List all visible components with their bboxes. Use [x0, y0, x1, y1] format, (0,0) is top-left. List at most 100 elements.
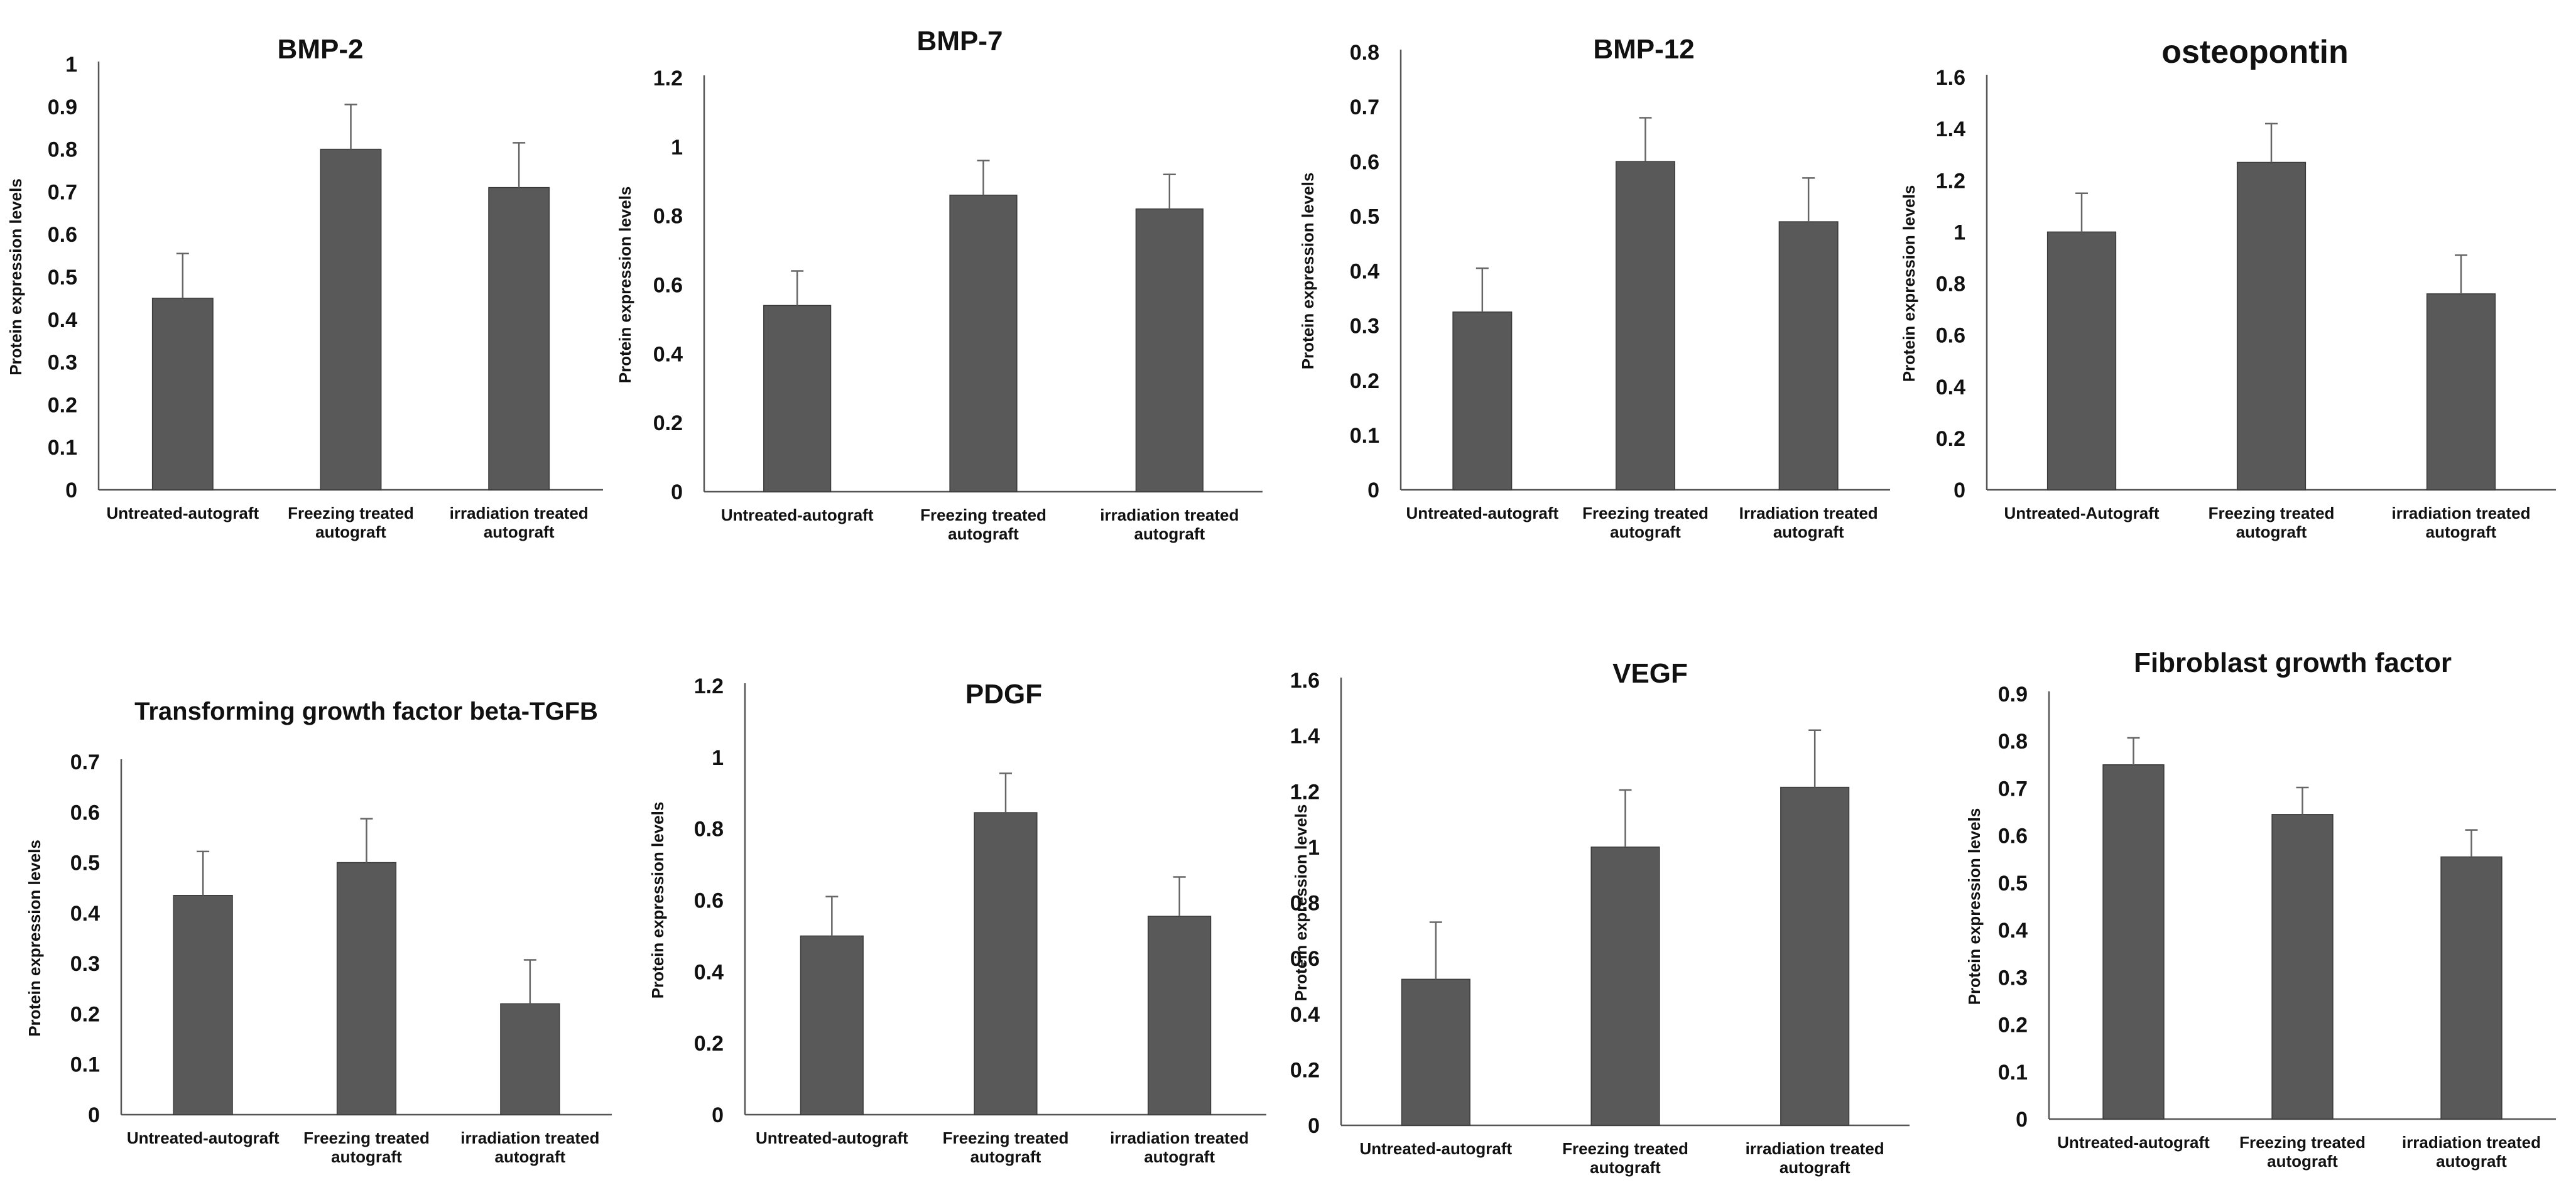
bar [173, 895, 233, 1115]
y-tick-label: 1 [1954, 220, 1965, 244]
bar [500, 1003, 560, 1115]
bar [2271, 814, 2334, 1120]
x-category-label: Untreated-autograft [1406, 504, 1558, 522]
chart-title: BMP-12 [1593, 34, 1694, 65]
chart-title: VEGF [1612, 658, 1688, 689]
y-axis-label: Protein expression levels [25, 840, 44, 1037]
x-category-label: Irradiation treated [1739, 504, 1878, 522]
bar [1590, 847, 1660, 1126]
y-axis-label: Protein expression levels [1899, 185, 1918, 382]
y-tick-label: 0.6 [1350, 150, 1379, 174]
bar [1616, 161, 1675, 490]
bar [2236, 161, 2307, 490]
y-tick-label: 1.2 [1936, 169, 1965, 193]
y-tick-label: 0.1 [48, 436, 77, 460]
y-tick-label: 0 [712, 1103, 724, 1127]
y-tick-label: 0.2 [48, 393, 77, 417]
y-tick-label: 0 [1367, 479, 1379, 502]
y-tick-label: 0.4 [1290, 1003, 1320, 1027]
chart-panel: Transforming growth factor beta-TGFB Prot… [25, 698, 612, 1166]
x-category-label: irradiation treated [2391, 504, 2530, 522]
y-tick-label: 1.4 [1290, 725, 1320, 749]
y-tick-label: 0.3 [1998, 966, 2028, 990]
bar [1401, 978, 1470, 1126]
y-tick-label: 0.8 [694, 818, 724, 841]
y-tick-label: 0.6 [653, 274, 683, 298]
y-tick-label: 0.2 [653, 411, 683, 435]
y-tick-label: 0 [1308, 1114, 1320, 1138]
y-tick-label: 0.6 [694, 889, 724, 913]
y-tick-label: 0.3 [1350, 315, 1379, 338]
y-tick-label: 0.8 [1350, 41, 1379, 65]
y-tick-label: 0.4 [1998, 919, 2028, 943]
x-category-label: autograft [1590, 1158, 1661, 1177]
x-category-label: Untreated-autograft [721, 506, 874, 524]
y-tick-label: 1.6 [1936, 66, 1965, 90]
x-category-label: Freezing treated [920, 506, 1046, 524]
y-tick-label: 0.7 [1998, 777, 2028, 801]
chart-title: osteopontin [2161, 34, 2349, 70]
y-tick-label: 0.6 [1936, 324, 1965, 348]
y-axis-label: Protein expression levels [6, 178, 25, 376]
x-category-label: autograft [315, 522, 386, 541]
x-category-label: autograft [970, 1147, 1041, 1166]
x-category-label: autograft [494, 1147, 565, 1166]
bar [151, 298, 214, 490]
x-category-label: autograft [2236, 522, 2307, 541]
y-tick-label: 1.2 [1290, 780, 1320, 804]
y-tick-label: 0.3 [48, 351, 77, 375]
y-tick-label: 0.8 [1936, 273, 1965, 296]
x-category-label: irradiation treated [1746, 1139, 1884, 1158]
y-tick-label: 1.4 [1936, 117, 1965, 141]
x-category-label: autograft [2436, 1152, 2507, 1171]
y-tick-label: 0.6 [70, 801, 100, 825]
y-tick-label: 0.6 [1998, 825, 2028, 848]
y-tick-label: 0.4 [694, 960, 724, 984]
bar [763, 305, 832, 492]
y-tick-label: 0.1 [1998, 1061, 2028, 1085]
x-category-label: autograft [1144, 1147, 1215, 1166]
y-tick-label: 1 [671, 136, 683, 160]
x-category-label: Untreated-autograft [106, 504, 259, 522]
y-tick-label: 1.6 [1290, 669, 1320, 693]
x-category-label: irradiation treated [2402, 1133, 2541, 1152]
y-axis-label: Protein expression levels [648, 802, 667, 999]
y-tick-label: 0.8 [1290, 892, 1320, 916]
y-tick-label: 0.4 [1936, 376, 1965, 399]
y-tick-label: 0.8 [653, 205, 683, 229]
x-category-label: autograft [331, 1147, 402, 1166]
bar [1148, 916, 1212, 1115]
y-tick-label: 0.5 [48, 266, 77, 289]
x-category-label: autograft [1134, 524, 1205, 543]
y-tick-label: 0.4 [653, 342, 683, 366]
bar [2046, 231, 2117, 490]
y-axis-label: Protein expression levels [1298, 173, 1317, 370]
bar [2102, 764, 2165, 1120]
x-category-label: autograft [484, 522, 555, 541]
y-tick-label: 1.2 [694, 674, 724, 698]
bar [1452, 311, 1513, 490]
chart-panel: VEGF Protein expression levels 0 0.2 0.4 0.6 0… [1290, 658, 1910, 1177]
x-category-label: Freezing treated [2209, 504, 2335, 522]
x-category-label: Untreated-autograft [1359, 1139, 1512, 1158]
chart-title: Fibroblast growth factor [2134, 647, 2452, 678]
bar [949, 194, 1018, 492]
bar [320, 148, 382, 490]
x-category-label: Freezing treated [303, 1128, 430, 1147]
y-tick-label: 0.2 [1936, 427, 1965, 451]
y-tick-label: 0.8 [1998, 730, 2028, 754]
y-tick-label: 0.2 [694, 1032, 724, 1056]
bar [1780, 786, 1850, 1126]
y-tick-label: 1.2 [653, 67, 683, 90]
bar [336, 862, 397, 1115]
y-tick-label: 0.8 [48, 138, 77, 162]
bar [2426, 293, 2496, 490]
bar [488, 187, 550, 490]
y-tick-label: 0 [65, 479, 77, 502]
x-category-label: irradiation treated [460, 1128, 599, 1147]
x-category-label: irradiation treated [450, 504, 589, 522]
y-tick-label: 0.7 [48, 180, 77, 204]
x-category-label: Untreated-autograft [127, 1128, 280, 1147]
x-category-label: Untreated-autograft [756, 1128, 908, 1147]
